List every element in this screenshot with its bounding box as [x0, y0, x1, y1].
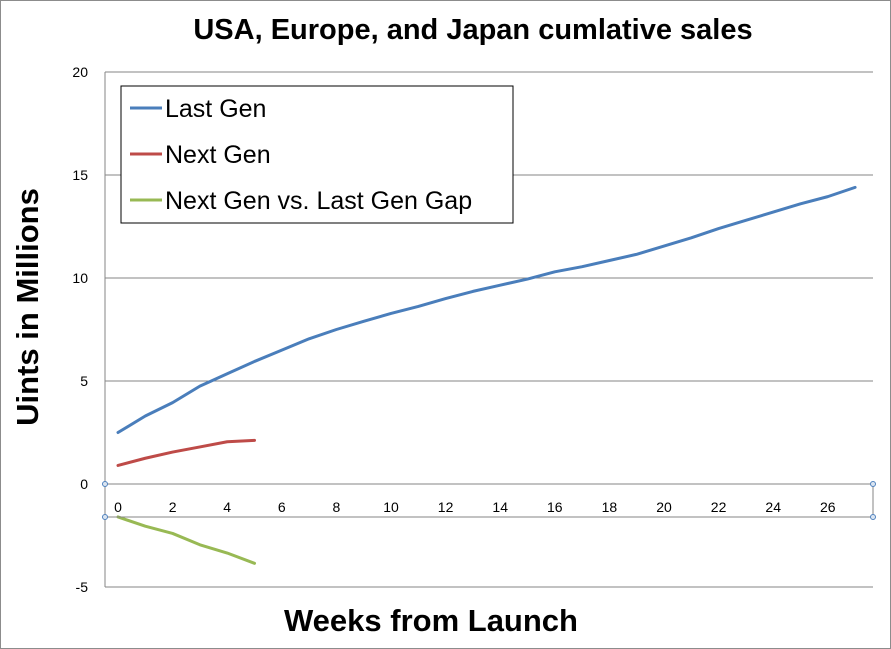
y-tick-label: 20 — [72, 64, 88, 80]
series-line-0 — [116, 185, 857, 434]
y-tick-label: 0 — [80, 476, 88, 492]
y-tick-label: -5 — [76, 579, 89, 595]
x-tick-label: 4 — [223, 499, 231, 515]
series-line-2 — [116, 515, 256, 565]
legend-box[interactable] — [120, 85, 514, 224]
x-tick-label: 20 — [656, 499, 672, 515]
series-line-1 — [116, 438, 256, 467]
y-tick-label: 5 — [80, 373, 88, 389]
x-tick-label: 8 — [333, 499, 341, 515]
x-tick-label: 10 — [383, 499, 399, 515]
y-tick-label: 15 — [72, 167, 88, 183]
x-tick-label: 26 — [820, 499, 836, 515]
legend-label: Last Gen — [165, 95, 266, 123]
chart-title: USA, Europe, and Japan cumlative sales — [193, 14, 752, 46]
x-tick-label: 6 — [278, 499, 286, 515]
y-axis-title: Uints in Millions — [10, 188, 45, 426]
axis-handle[interactable] — [870, 514, 876, 520]
x-tick-label: 24 — [765, 499, 781, 515]
legend-label: Next Gen vs. Last Gen Gap — [165, 187, 472, 215]
axis-handle[interactable] — [102, 481, 108, 487]
x-tick-label: 2 — [169, 499, 177, 515]
x-tick-label: 22 — [711, 499, 727, 515]
legend-label: Next Gen — [165, 141, 271, 169]
x-axis-title: Weeks from Launch — [284, 603, 578, 638]
x-tick-label: 16 — [547, 499, 563, 515]
x-tick-label: 18 — [602, 499, 618, 515]
axis-handle[interactable] — [870, 481, 876, 487]
x-tick-label: 14 — [492, 499, 508, 515]
plot-series — [116, 185, 857, 565]
x-tick-label: 12 — [438, 499, 454, 515]
axis-handle[interactable] — [102, 514, 108, 520]
x-tick-label: 0 — [114, 499, 122, 515]
legend[interactable]: Last Gen Next Gen Next Gen vs. Last Gen Ga… — [120, 85, 514, 224]
y-tick-label: 10 — [72, 270, 88, 286]
x-axis: 0 2 4 6 8 10 12 14 16 18 20 22 24 26 — [102, 481, 876, 520]
x-axis-box[interactable] — [104, 483, 874, 518]
y-axis-ticks: -5 0 5 10 15 20 — [72, 64, 88, 595]
